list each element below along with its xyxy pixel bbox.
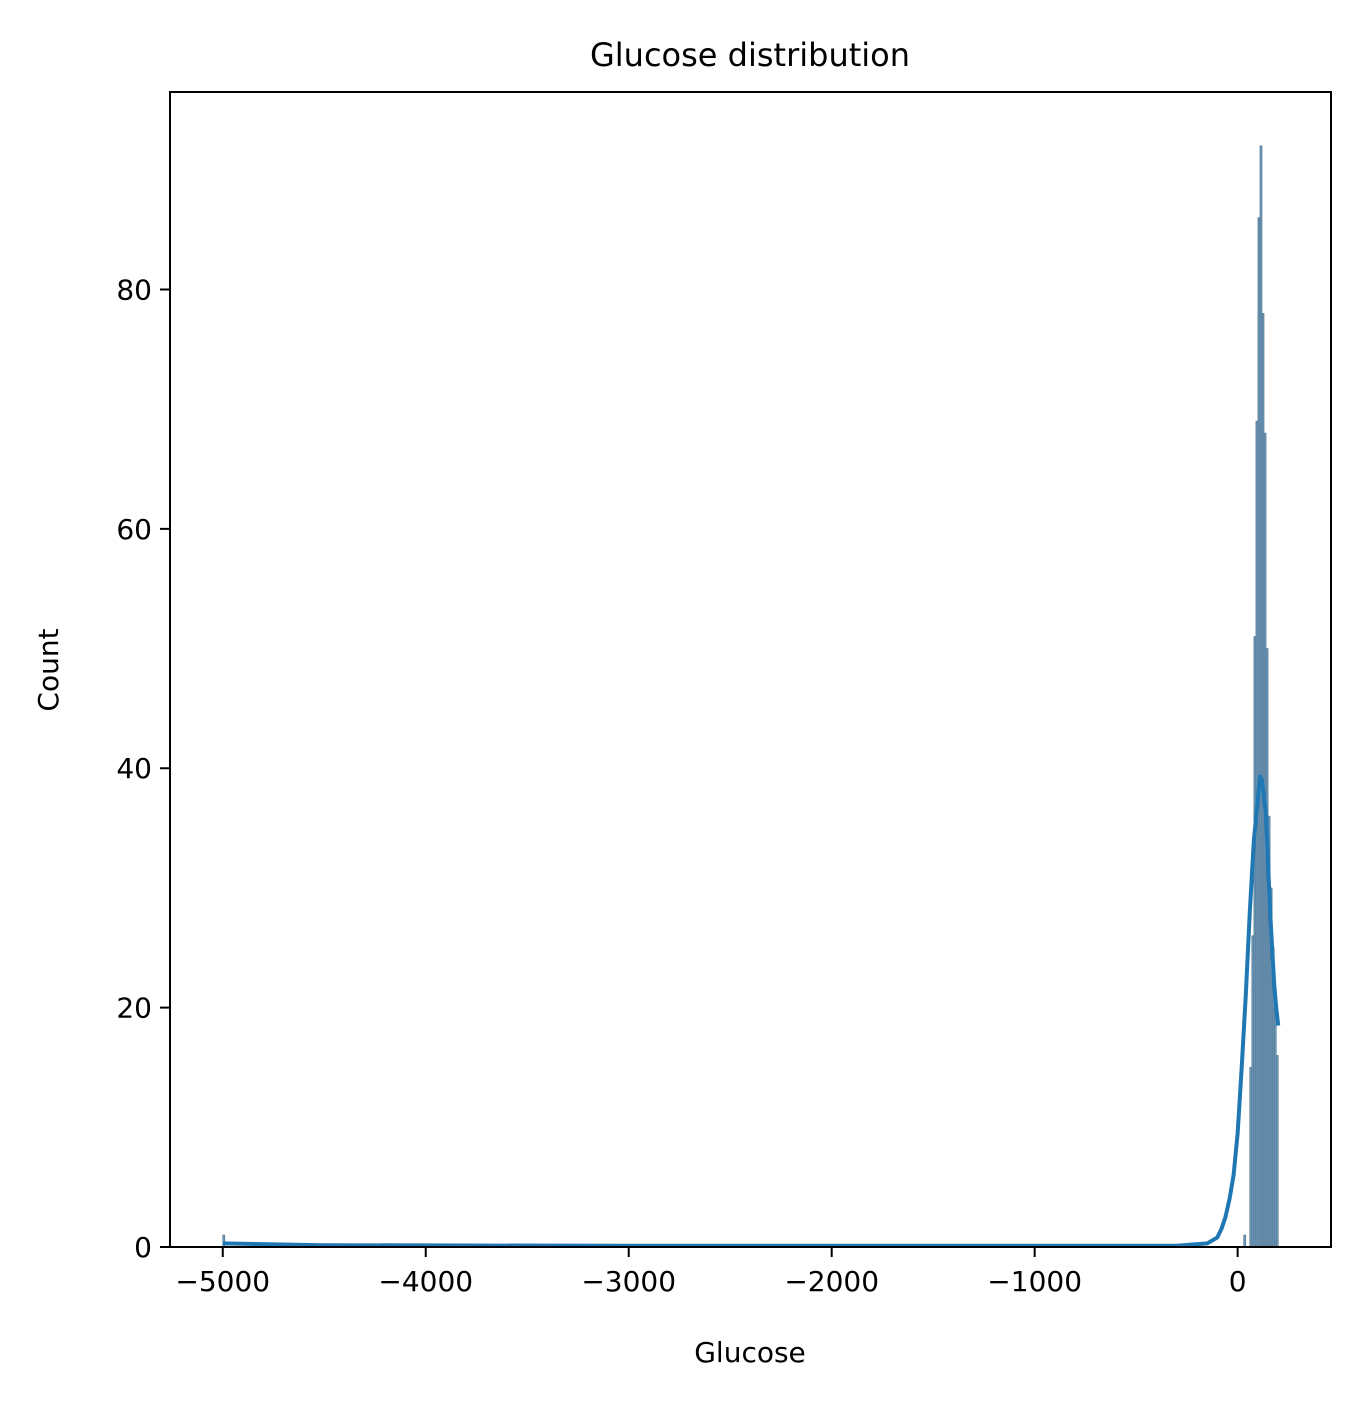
x-tick-label: −3000	[581, 1265, 676, 1298]
histogram-bar	[1275, 1055, 1279, 1248]
x-tick-label: −2000	[784, 1265, 879, 1298]
kde-curve-layer	[222, 774, 1281, 1248]
histogram-bars	[222, 145, 1279, 1248]
y-tick-label: 60	[116, 513, 152, 546]
kde-line	[222, 774, 1281, 1248]
histogram-bar	[1257, 217, 1261, 1248]
histogram-bar	[1259, 145, 1263, 1248]
y-axis-label: Count	[32, 628, 65, 711]
chart-title: Glucose distribution	[590, 36, 910, 74]
plot-frame	[169, 91, 1332, 1248]
x-tick-label: 0	[1229, 1265, 1247, 1298]
histogram-bar	[1265, 648, 1269, 1248]
x-tick-label: −1000	[987, 1265, 1082, 1298]
x-tick-label: −4000	[378, 1265, 473, 1298]
histogram-bar	[1273, 1007, 1277, 1248]
y-tick-label: 0	[134, 1231, 152, 1264]
histogram-bar	[1253, 636, 1257, 1248]
x-axis-ticks: −5000 −4000 −3000 −2000 −1000 0	[175, 1247, 1247, 1298]
x-axis-label: Glucose	[694, 1336, 806, 1369]
histogram-bar	[1251, 935, 1255, 1248]
y-tick-label: 80	[116, 273, 152, 306]
histogram-bar	[1243, 1234, 1247, 1248]
y-axis-ticks: 0 20 40 60 80	[116, 273, 170, 1264]
y-tick-label: 20	[116, 992, 152, 1025]
y-tick-label: 40	[116, 752, 152, 785]
histogram-bar	[1249, 1067, 1253, 1248]
x-tick-label: −5000	[175, 1265, 270, 1298]
